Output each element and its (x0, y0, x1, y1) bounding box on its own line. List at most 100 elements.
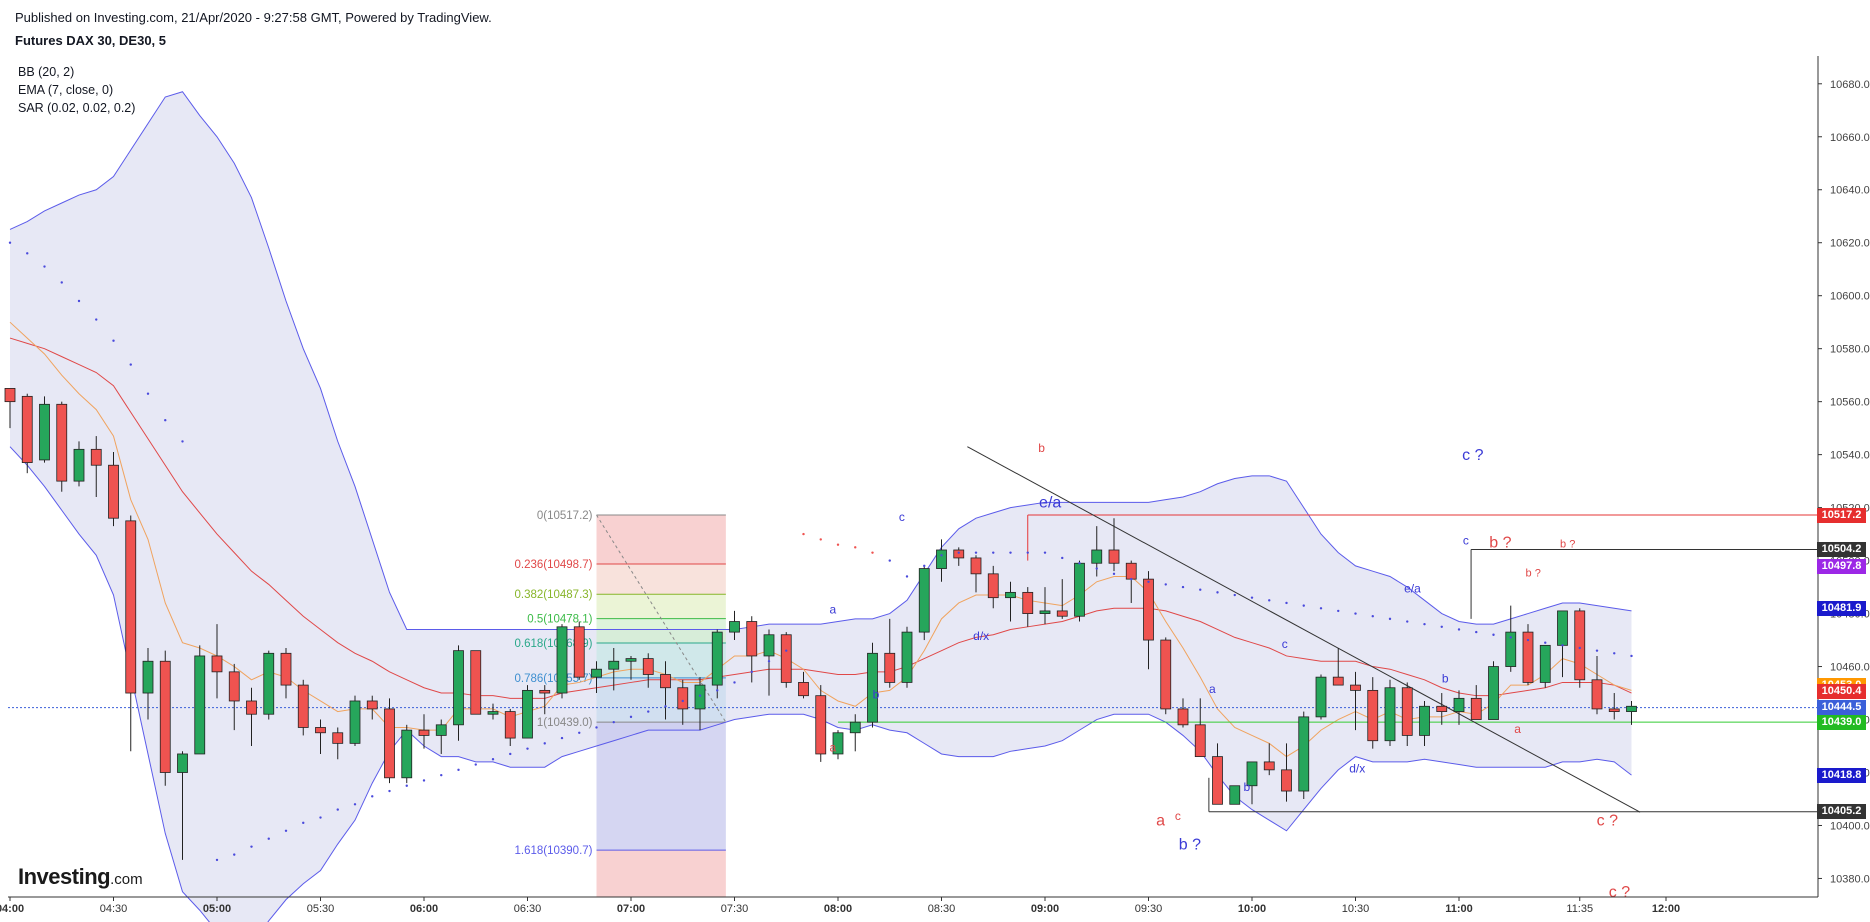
wave-label: b (1243, 780, 1250, 794)
candle-body (280, 652, 292, 686)
sar-dot (474, 763, 477, 766)
sar-dot (664, 705, 667, 708)
wave-label: d/x (973, 629, 989, 643)
price-tick-label: 10620.0 (1830, 238, 1870, 250)
wave-label: e/a (1404, 581, 1421, 595)
candle-body (1263, 761, 1275, 771)
fib-level-label: 0.618(10468.9) (514, 638, 592, 650)
candle-body (349, 700, 361, 744)
candle-body (1574, 610, 1586, 681)
sar-dot (43, 265, 46, 268)
candle-body (194, 655, 206, 755)
candle-body (1298, 716, 1310, 792)
sar-dot (250, 845, 253, 848)
sar-dot (595, 726, 598, 729)
sar-dot (1613, 652, 1616, 655)
candle-body (884, 652, 896, 683)
sar-dot (716, 689, 719, 692)
sar-dot (1268, 599, 1271, 602)
sar-dot (647, 710, 650, 713)
sar-dot (1492, 633, 1495, 636)
wave-label: e/a (1039, 495, 1061, 512)
time-tick-label: 10:00 (1238, 903, 1266, 915)
candle-body (211, 655, 223, 673)
sar-dot (957, 551, 960, 554)
candle-body (1591, 679, 1603, 710)
candle-body (660, 674, 671, 689)
candle-body (1039, 610, 1051, 614)
sar-dot (802, 532, 805, 536)
indicator-legend-ema[interactable]: EMA (7, close, 0) (18, 83, 114, 97)
candle-body (1539, 644, 1551, 683)
candle-body (4, 388, 16, 403)
sar-dot (509, 752, 512, 756)
sar-dot (612, 720, 615, 724)
candle-body (953, 549, 965, 559)
time-tick-label: 05:30 (307, 903, 335, 915)
sar-dot (422, 779, 426, 782)
sar-dot (1406, 620, 1409, 623)
price-tick-label: 10400.0 (1830, 820, 1870, 832)
candle-body (21, 395, 33, 463)
time-tick-label: 09:00 (1031, 903, 1059, 915)
sar-dot (371, 795, 374, 798)
candle-body (1074, 562, 1085, 617)
sar-dot (1440, 625, 1443, 629)
sar-dot (750, 670, 753, 674)
sar-dot (560, 736, 564, 740)
time-tick-label: 09:30 (1135, 903, 1163, 915)
candle-body (539, 689, 551, 694)
time-tick-label: 04:30 (100, 903, 128, 915)
time-tick-label: 11:00 (1445, 903, 1473, 915)
sar-dot (1233, 593, 1236, 597)
candle-body (142, 660, 154, 694)
sar-dot (1130, 577, 1133, 581)
candle-body (263, 652, 275, 715)
fib-zone (596, 594, 726, 619)
sar-dot (698, 694, 702, 697)
sar-dot (1319, 607, 1323, 610)
sar-dot (1354, 612, 1357, 615)
parabolic-sar-dots (8, 241, 1633, 862)
candle-body (625, 658, 637, 662)
horizontal-levels[interactable] (8, 446, 1818, 813)
price-tick-label: 10580.0 (1830, 344, 1870, 356)
price-tick-label: 10640.0 (1830, 185, 1870, 197)
candle-body (1626, 705, 1637, 712)
candle-body (936, 549, 947, 569)
sar-dot (388, 789, 391, 793)
sar-dot (1475, 630, 1478, 634)
investing-logo: Investing.com (18, 864, 143, 889)
sar-dot (1061, 556, 1064, 560)
sar-dot (215, 858, 219, 862)
candle-body (556, 626, 568, 694)
wave-label: b ? (1489, 534, 1511, 551)
candle-body (1557, 610, 1568, 646)
indicator-legend-bb[interactable]: BB (20, 2) (18, 65, 75, 79)
wave-label: a (1209, 682, 1216, 696)
bollinger-basis-line (9, 337, 1632, 699)
sar-dot (871, 551, 874, 554)
wave-label: b (873, 687, 880, 701)
price-label: 10497.8 (1817, 558, 1866, 574)
price-tick-label: 10460.0 (1830, 662, 1870, 674)
bollinger-upper-line (9, 91, 1632, 630)
candle-body (1419, 705, 1430, 736)
indicator-legend-sar[interactable]: SAR (0.02, 0.02, 0.2) (18, 101, 136, 115)
candle-body (1401, 687, 1413, 736)
sar-dot (353, 803, 357, 806)
wave-label: b ? (1560, 538, 1575, 550)
candle-body (125, 520, 137, 694)
fib-level-label: 1.618(10390.7) (514, 845, 592, 857)
candle-body (435, 724, 447, 736)
wave-label: c ? (1462, 447, 1483, 464)
candle-body (987, 573, 999, 599)
price-label: 10481.9 (1817, 601, 1866, 617)
sar-dot (681, 699, 684, 703)
candle-body (780, 634, 792, 683)
fib-zone (596, 515, 726, 565)
candle-body (90, 448, 102, 466)
candle-body (1056, 610, 1068, 617)
